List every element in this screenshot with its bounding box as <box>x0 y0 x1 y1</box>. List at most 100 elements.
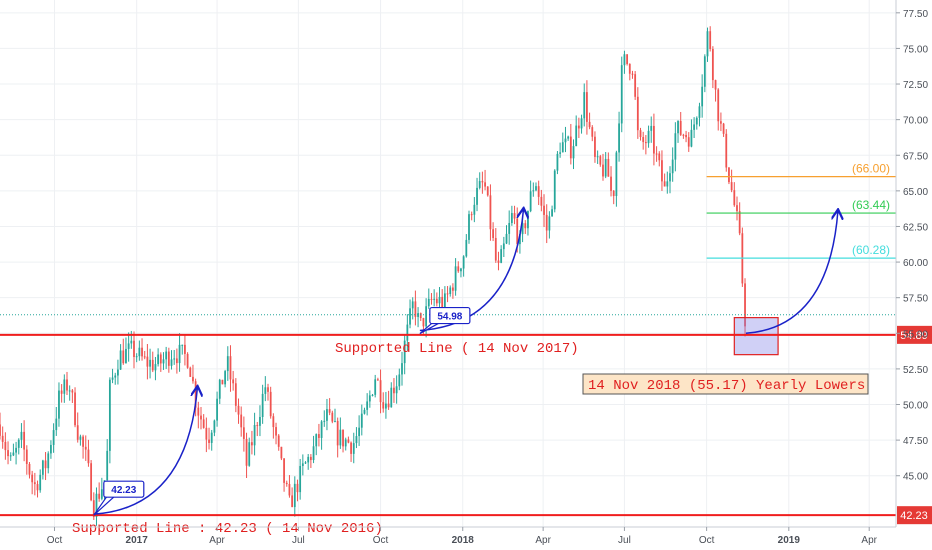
candle-body <box>685 134 687 138</box>
candle-body <box>537 186 540 197</box>
x-tick-label: Apr <box>209 535 225 546</box>
candle-body <box>237 405 240 415</box>
candle-body <box>733 190 736 206</box>
candle-body <box>296 483 299 493</box>
x-tick-label: 2019 <box>778 535 801 546</box>
candle-body <box>221 379 224 385</box>
y-tick-label: 75.00 <box>903 44 928 55</box>
candle-body <box>583 92 586 119</box>
candle-body <box>280 446 283 459</box>
candle-body <box>497 260 500 263</box>
candle-body <box>181 344 184 346</box>
candle-body <box>521 223 524 235</box>
candle-body <box>117 369 119 376</box>
fib-level-label: (66.00) <box>852 162 890 176</box>
candle-body <box>138 347 141 357</box>
candle-body <box>433 298 436 300</box>
candle-body <box>127 343 130 349</box>
x-tick-label: Apr <box>535 535 551 546</box>
candle-body <box>318 434 320 438</box>
x-tick-label: Jul <box>618 535 631 546</box>
candle-body <box>489 195 492 230</box>
candle-body <box>535 186 537 191</box>
callout-box <box>429 306 471 325</box>
candle-body <box>307 456 310 463</box>
candle-body <box>417 313 419 317</box>
candle-body <box>299 465 302 493</box>
candle-body <box>33 482 36 485</box>
candle-body <box>674 133 677 160</box>
candle-body <box>679 120 682 135</box>
candle-body <box>548 216 551 231</box>
candle-body <box>642 137 645 143</box>
candle-body <box>245 438 248 466</box>
candle-body <box>494 237 497 261</box>
candle-body <box>200 415 202 420</box>
y-tick-label: 55.00 <box>903 329 928 340</box>
candle-body <box>106 450 109 481</box>
axis-price-tag-bg <box>897 506 932 525</box>
candle-body <box>234 383 237 406</box>
candle-body <box>502 243 505 250</box>
candle-body <box>588 121 591 128</box>
y-tick-label: 52.50 <box>903 365 928 376</box>
candle-body <box>277 435 280 447</box>
annotation-text: 14 Nov 2018 (55.17) Yearly Lowers <box>588 378 865 394</box>
candle-body <box>441 296 444 309</box>
candle-body <box>251 442 253 446</box>
candle-body <box>653 125 655 154</box>
candle-body <box>577 125 580 129</box>
candle-body <box>446 293 449 295</box>
candle-body <box>334 420 336 422</box>
candle-body <box>0 424 1 436</box>
candle-body <box>328 409 331 413</box>
candle-body <box>210 432 213 443</box>
candle-body <box>130 340 133 344</box>
candle-body <box>92 500 95 517</box>
candle-body <box>465 239 468 257</box>
candle-body <box>556 153 559 171</box>
candle-body <box>285 482 288 485</box>
candle-body <box>90 463 93 501</box>
candle-body <box>240 414 243 428</box>
candle-body <box>414 301 417 317</box>
candle-body <box>379 380 382 403</box>
candle-body <box>165 351 168 360</box>
candle-body <box>167 351 170 366</box>
candle-body <box>352 443 355 454</box>
overlays: (66.00) (63.44) (60.28) Supported Line ( 14… <box>0 162 896 537</box>
candle-body <box>41 460 44 475</box>
candle-body <box>82 436 84 447</box>
callout-box <box>103 480 145 498</box>
candle-body <box>655 153 658 155</box>
candle-body <box>580 118 583 129</box>
candle-body <box>610 176 612 191</box>
candle-body <box>677 120 679 134</box>
annotation-group: 14 Nov 2018 (55.17) Yearly Lowers <box>582 373 869 395</box>
candle-body <box>108 379 111 451</box>
candle-body <box>133 340 135 357</box>
candle-body <box>636 96 639 131</box>
candle-body <box>312 446 315 461</box>
candle-body <box>385 403 387 409</box>
candle-body <box>111 377 114 380</box>
y-tick-label: 70.00 <box>903 116 928 127</box>
candle-body <box>690 129 693 147</box>
candle-body <box>382 402 385 409</box>
candle-body <box>1 435 4 442</box>
trend-arrow <box>93 387 198 515</box>
candle-body <box>175 358 178 364</box>
candle-body <box>438 296 441 304</box>
candle-body <box>267 387 269 392</box>
candle-body <box>358 427 361 437</box>
candle-body <box>569 136 572 159</box>
candle-body <box>154 364 157 371</box>
candle-body <box>393 387 395 394</box>
candle-body <box>524 223 527 229</box>
candle-body <box>259 416 261 426</box>
candle-body <box>192 376 194 382</box>
candle-body <box>575 125 578 147</box>
candle-body <box>387 403 390 408</box>
candle-body <box>159 354 162 364</box>
candle-body <box>725 133 728 168</box>
